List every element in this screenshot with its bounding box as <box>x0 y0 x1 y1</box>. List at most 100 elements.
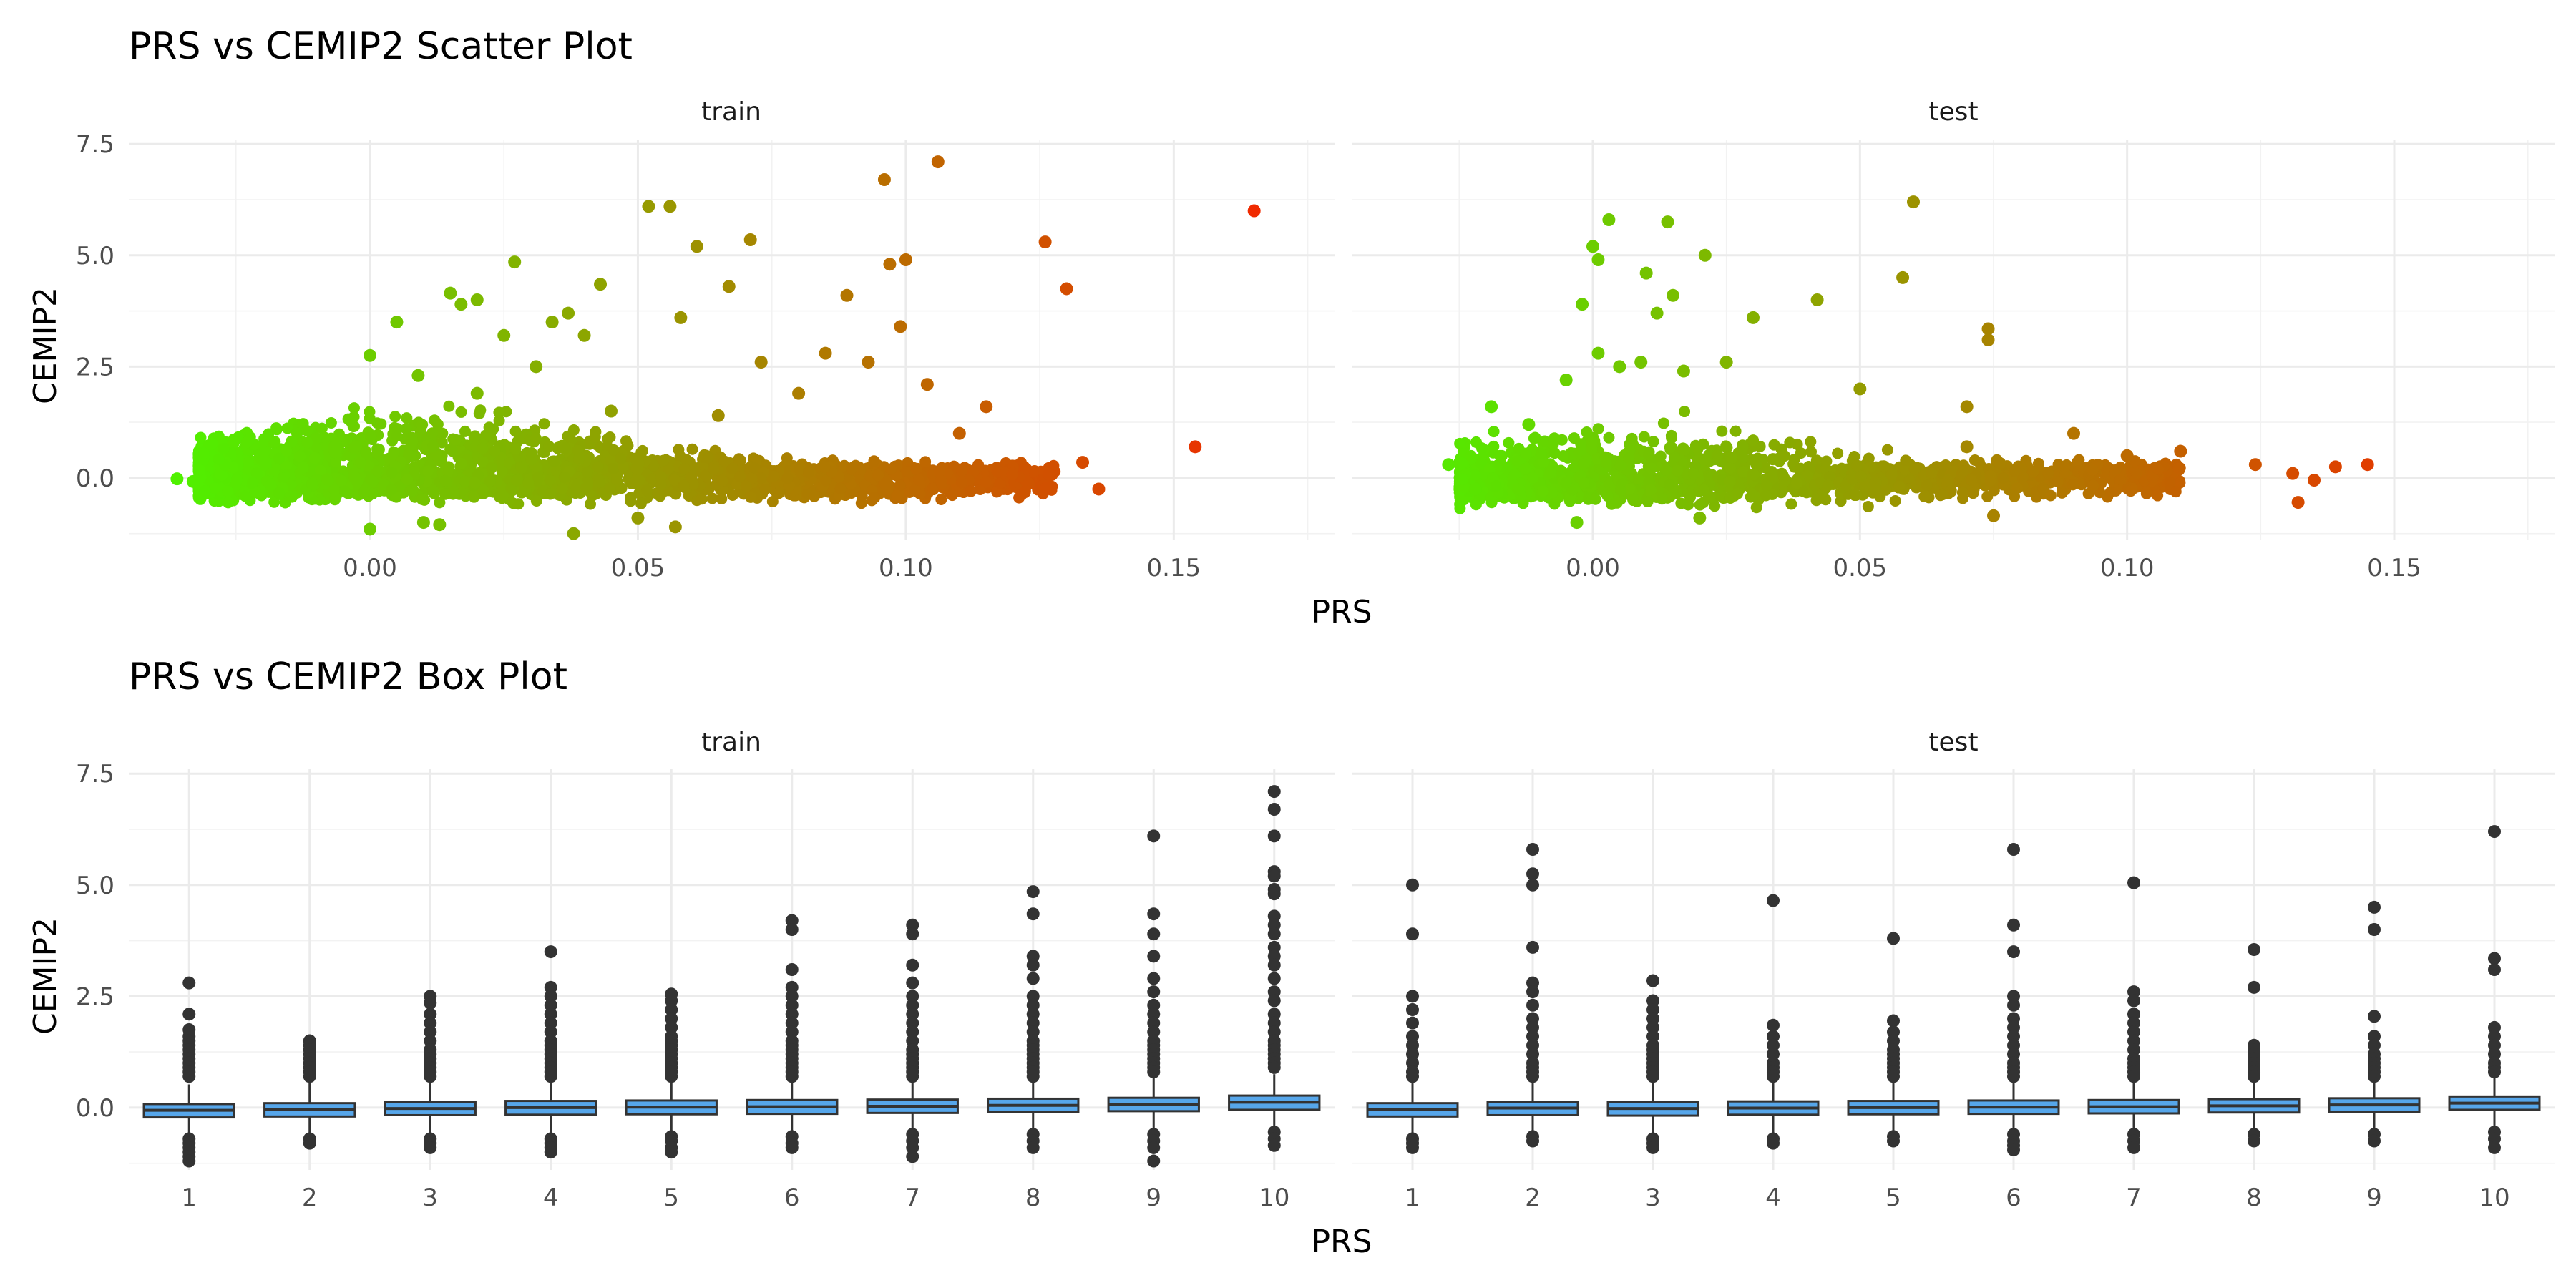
box-outlier <box>1267 958 1281 972</box>
scatter-point <box>293 450 306 462</box>
box-outlier <box>1267 972 1281 985</box>
scatter-point <box>1511 455 1523 467</box>
box-outlier <box>906 1034 919 1048</box>
box-outlier <box>906 1008 919 1021</box>
box-outlier <box>1026 1025 1040 1039</box>
scatter-point <box>1076 456 1090 469</box>
scatter-point <box>820 474 832 487</box>
box-outlier <box>2007 990 2020 1003</box>
box-strip-train: train <box>701 728 761 757</box>
box-outlier <box>1267 1060 1281 1074</box>
scatter-point <box>1456 457 1468 469</box>
box-y-axis-label: CEMIP2 <box>27 917 64 1035</box>
scatter-point <box>328 447 341 459</box>
scatter-point <box>386 467 398 479</box>
box-outlier <box>303 1136 316 1150</box>
box-outlier <box>1887 1025 1900 1039</box>
box-x-tick-label: 6 <box>784 1184 800 1212</box>
scatter-point <box>449 434 462 446</box>
scatter-point <box>955 477 967 489</box>
scatter-point <box>803 467 815 479</box>
scatter-point <box>2087 464 2099 477</box>
scatter-point <box>819 462 831 474</box>
scatter-point <box>228 436 240 449</box>
scatter-point <box>1926 467 1938 479</box>
scatter-point <box>1934 489 1946 502</box>
box-x-tick-label: 6 <box>2006 1184 2021 1212</box>
scatter-point <box>2042 467 2054 479</box>
scatter-point <box>980 400 993 414</box>
box-y-tick-label: 0.0 <box>76 1094 114 1123</box>
scatter-point <box>1759 462 1771 474</box>
scatter-point <box>573 452 585 464</box>
scatter-point <box>1760 489 1772 502</box>
scatter-point <box>268 496 280 508</box>
box-outlier <box>424 1016 437 1030</box>
scatter-point <box>386 484 398 496</box>
scatter-point <box>1747 311 1760 324</box>
scatter-point <box>1801 469 1813 482</box>
scatter-point <box>2164 476 2176 488</box>
box-x-tick-label: 1 <box>181 1184 197 1212</box>
scatter-point <box>544 488 556 500</box>
scatter-point <box>894 479 906 492</box>
scatter-point <box>170 472 184 486</box>
scatter-point <box>690 240 703 253</box>
scatter-point <box>477 456 489 468</box>
box-outlier <box>2488 1132 2501 1146</box>
scatter-x-tick-label: 0.00 <box>343 554 397 582</box>
box-outlier <box>1267 994 1281 1008</box>
box-outlier <box>2368 923 2381 936</box>
scatter-point <box>1019 487 1031 499</box>
scatter-point <box>1724 475 1736 487</box>
scatter-point <box>485 462 497 474</box>
scatter-point <box>605 404 618 418</box>
box-5 <box>1847 932 1940 1148</box>
scatter-point <box>1693 511 1707 525</box>
scatter-point <box>648 459 660 472</box>
box-x-tick-label: 10 <box>2479 1184 2509 1212</box>
scatter-point <box>222 485 234 497</box>
scatter-point <box>325 416 337 429</box>
scatter-point <box>633 457 645 469</box>
box-outlier <box>906 1025 919 1039</box>
scatter-point <box>1614 459 1626 472</box>
scatter-point <box>1442 458 1455 472</box>
box-outlier <box>665 1070 678 1083</box>
scatter-point <box>1519 463 1531 475</box>
scatter-point <box>872 469 884 482</box>
box-outlier <box>182 1008 196 1021</box>
scatter-point <box>808 490 820 502</box>
box-2 <box>1486 843 1579 1148</box>
scatter-point <box>1660 464 1672 476</box>
scatter-point <box>687 478 699 490</box>
box-outlier <box>906 958 919 972</box>
scatter-point <box>562 306 575 320</box>
scatter-point <box>391 430 403 442</box>
scatter-point <box>447 445 459 457</box>
box-outlier <box>1147 1008 1161 1021</box>
box-outlier <box>544 1008 557 1021</box>
box-x-ticks-test: 1 2 3 4 5 6 7 8 9 10 <box>1405 1184 2509 1212</box>
scatter-point <box>1851 459 1863 472</box>
scatter-point <box>1006 469 1018 481</box>
scatter-point <box>348 402 360 414</box>
scatter-point <box>1797 485 1809 497</box>
scatter-point <box>668 520 682 534</box>
scatter-point <box>311 432 323 444</box>
box-outlier <box>785 963 799 976</box>
scatter-y-tick-label: 5.0 <box>76 242 114 270</box>
box-outlier <box>1147 985 1161 999</box>
scatter-point <box>1589 493 1601 505</box>
box-outlier <box>544 980 557 994</box>
box-outlier <box>1646 994 1659 1008</box>
scatter-point <box>1960 440 1974 454</box>
box-outlier <box>785 914 799 927</box>
box-outlier <box>1646 1070 1659 1083</box>
scatter-point <box>1642 448 1654 460</box>
scatter-points-train <box>170 155 1261 540</box>
box-outlier <box>1406 1038 1419 1052</box>
box-x-tick-label: 9 <box>2366 1184 2382 1212</box>
scatter-point <box>1678 444 1690 456</box>
scatter-point <box>1535 448 1547 460</box>
